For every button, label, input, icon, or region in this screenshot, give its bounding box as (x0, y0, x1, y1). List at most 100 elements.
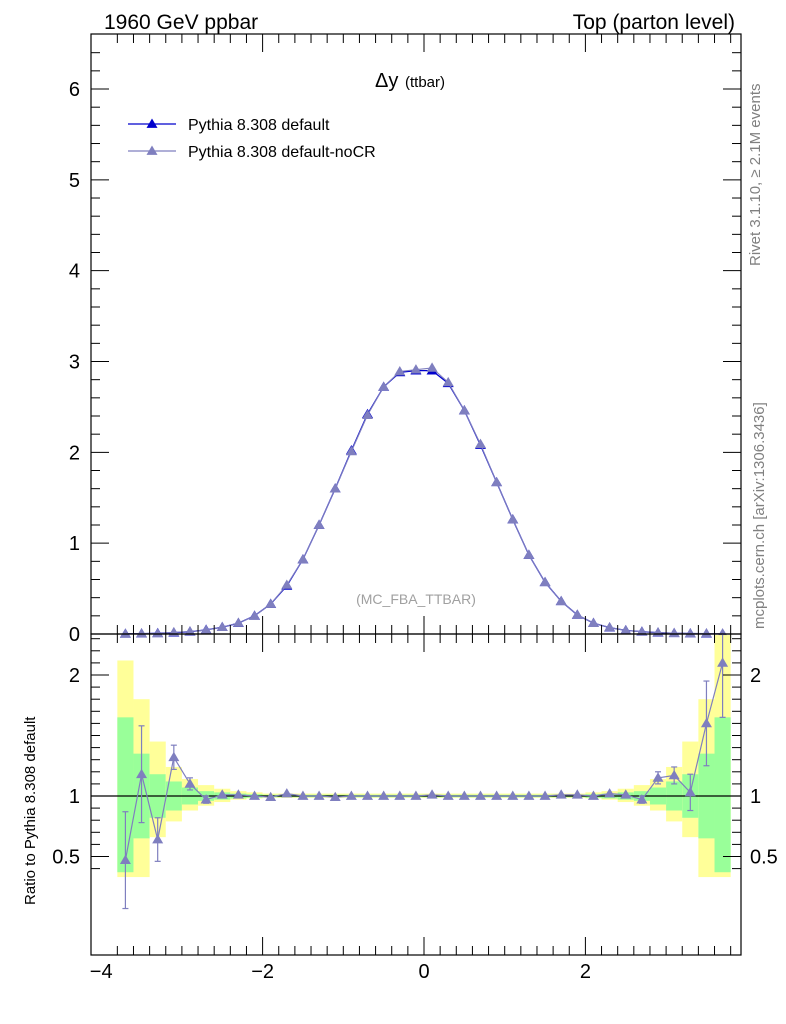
data-point (426, 362, 438, 372)
ratio-frame (90, 633, 742, 956)
data-point (604, 621, 616, 632)
ratio-point (168, 751, 180, 762)
data-point (555, 595, 567, 606)
ratio-point (652, 772, 664, 782)
legend: Pythia 8.308 default Pythia 8.308 default… (128, 117, 376, 161)
ratio-point (491, 790, 503, 800)
ratio-point (442, 790, 454, 800)
data-point (652, 627, 664, 637)
y-tick-label: 6 (69, 79, 80, 101)
ratio-point (216, 789, 228, 799)
ratio-y-tick-label-right: 2 (750, 665, 761, 687)
legend-label: Pythia 8.308 default (188, 117, 330, 134)
data-point (313, 519, 325, 529)
data-point (136, 628, 148, 638)
data-point (216, 621, 228, 631)
data-point (491, 476, 503, 487)
header-right: Top (parton level) (573, 11, 735, 34)
data-point (668, 627, 680, 638)
data-point (232, 617, 244, 627)
ratio-point (539, 790, 551, 800)
data-point (474, 438, 486, 449)
legend-label: Pythia 8.308 default-noCR (188, 144, 376, 161)
legend-marker (146, 118, 158, 128)
data-point (394, 366, 406, 376)
data-point (507, 514, 519, 524)
data-point (152, 627, 164, 638)
ratio-bands (91, 635, 741, 878)
data-point (700, 628, 712, 638)
ratio-y-tick-label: 2 (69, 665, 80, 687)
main-axes: 0 1 2 3 4 5 6 (69, 33, 742, 646)
data-point (265, 598, 277, 608)
ratio-point (265, 791, 277, 802)
y-tick-label: 0 (69, 624, 80, 646)
data-point (587, 617, 599, 627)
ratio-y-tick-label-right: 1 (750, 786, 761, 808)
ratio-point (184, 778, 196, 788)
ratio-axes: 0.5 0.5 1 1 2 2 −4 −2 0 2 (52, 633, 778, 983)
y-tick-label: 1 (69, 533, 80, 555)
band-inner (117, 717, 134, 873)
data-point (184, 626, 196, 636)
data-point (329, 483, 341, 493)
ratio-series-layer (119, 633, 729, 910)
ratio-point (297, 790, 309, 800)
ratio-y-tick-label: 0.5 (52, 847, 80, 869)
ratio-y-tick-label: 1 (69, 786, 80, 808)
ratio-point (458, 790, 470, 800)
ratio-point (571, 789, 583, 799)
data-point (523, 549, 535, 559)
ratio-point (200, 794, 212, 804)
data-point (378, 381, 390, 391)
y-tick-label: 4 (69, 261, 80, 283)
header-left: 1960 GeV ppbar (104, 11, 258, 34)
ratio-point (249, 790, 261, 800)
data-point (119, 628, 131, 638)
x-tick-label: −4 (90, 961, 113, 983)
ratio-point (620, 789, 632, 799)
data-point (442, 376, 454, 387)
band-inner (714, 717, 731, 873)
ratio-ylabel: Ratio to Pythia 8.308 default (22, 716, 39, 905)
plot-title-symbol: Δy (375, 70, 398, 92)
rivet-label: Rivet 3.1.10, ≥ 2.1M events (747, 84, 764, 267)
main-plot: 0 1 2 3 4 5 6 Δy (ttbar) (MC_FBA_TTBAR) Pythia… (69, 33, 742, 646)
x-tick-label: −2 (251, 961, 274, 983)
ratio-point (604, 788, 616, 798)
ratio-plot: 0.5 0.5 1 1 2 2 −4 −2 0 2 Ratio to Pythia 8.308 d… (22, 633, 778, 983)
analysis-label: (MC_FBA_TTBAR) (356, 591, 476, 607)
ratio-point (555, 789, 567, 799)
ratio-point (507, 790, 519, 800)
ratio-point (684, 786, 696, 797)
data-point (620, 624, 632, 635)
ratio-point (232, 789, 244, 799)
ratio-point (329, 791, 341, 802)
site-label: mcplots.cern.ch [arXiv:1306.3436] (751, 402, 768, 629)
ratio-point (668, 769, 680, 780)
data-point (200, 624, 212, 634)
ratio-point (717, 657, 729, 667)
x-tick-label: 2 (580, 961, 591, 983)
ratio-point (345, 790, 357, 800)
ratio-point (313, 790, 325, 800)
y-tick-label: 5 (69, 170, 80, 192)
data-point (297, 554, 309, 564)
ratio-point (136, 768, 148, 779)
ratio-point (700, 717, 712, 728)
ratio-point (523, 790, 535, 800)
ratio-point (119, 854, 131, 864)
plot-title-sub: (ttbar) (405, 74, 445, 91)
x-tick-label: 0 (418, 961, 429, 983)
ratio-point (587, 790, 599, 800)
ratio-line (124, 662, 724, 861)
y-tick-label: 2 (69, 442, 80, 464)
data-point (168, 626, 180, 637)
ratio-point (281, 788, 293, 798)
data-point (345, 445, 357, 456)
ratio-point (636, 794, 648, 804)
ratio-y-tick-label-right: 0.5 (750, 847, 778, 869)
data-point (571, 609, 583, 619)
data-point (410, 364, 422, 374)
